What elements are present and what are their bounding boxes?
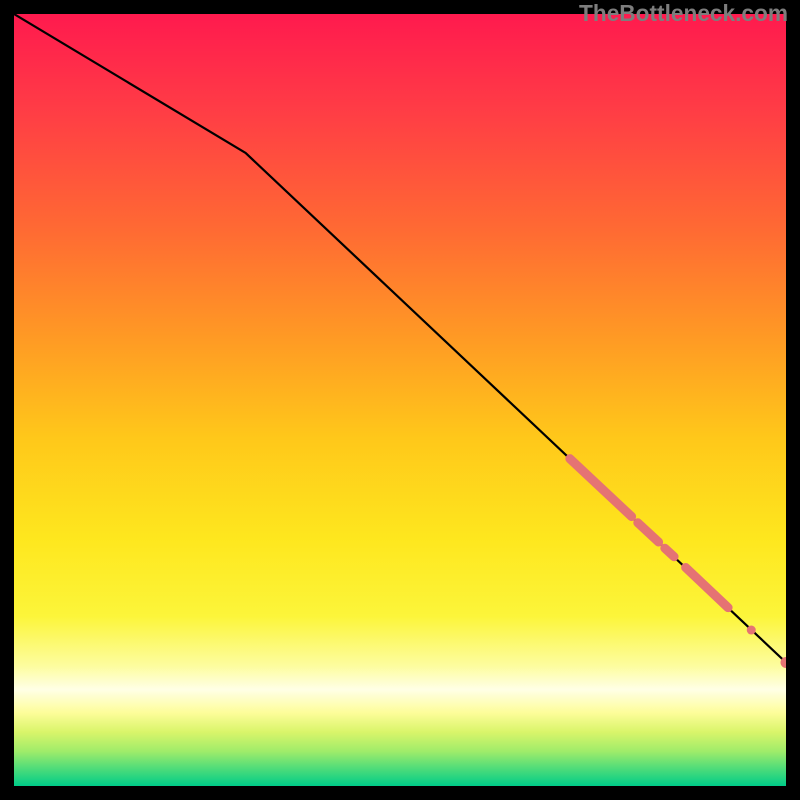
marker-dash <box>570 459 632 517</box>
marker-dot <box>747 626 756 635</box>
marker-dash <box>638 523 659 542</box>
chart-line-layer <box>14 14 786 786</box>
marker-dash <box>686 568 728 608</box>
chart-stage: TheBottleneck.com <box>0 0 800 800</box>
marker-dash <box>665 548 674 556</box>
watermark-text: TheBottleneck.com <box>579 0 788 27</box>
trend-line <box>14 14 786 662</box>
plot-area <box>14 14 786 786</box>
